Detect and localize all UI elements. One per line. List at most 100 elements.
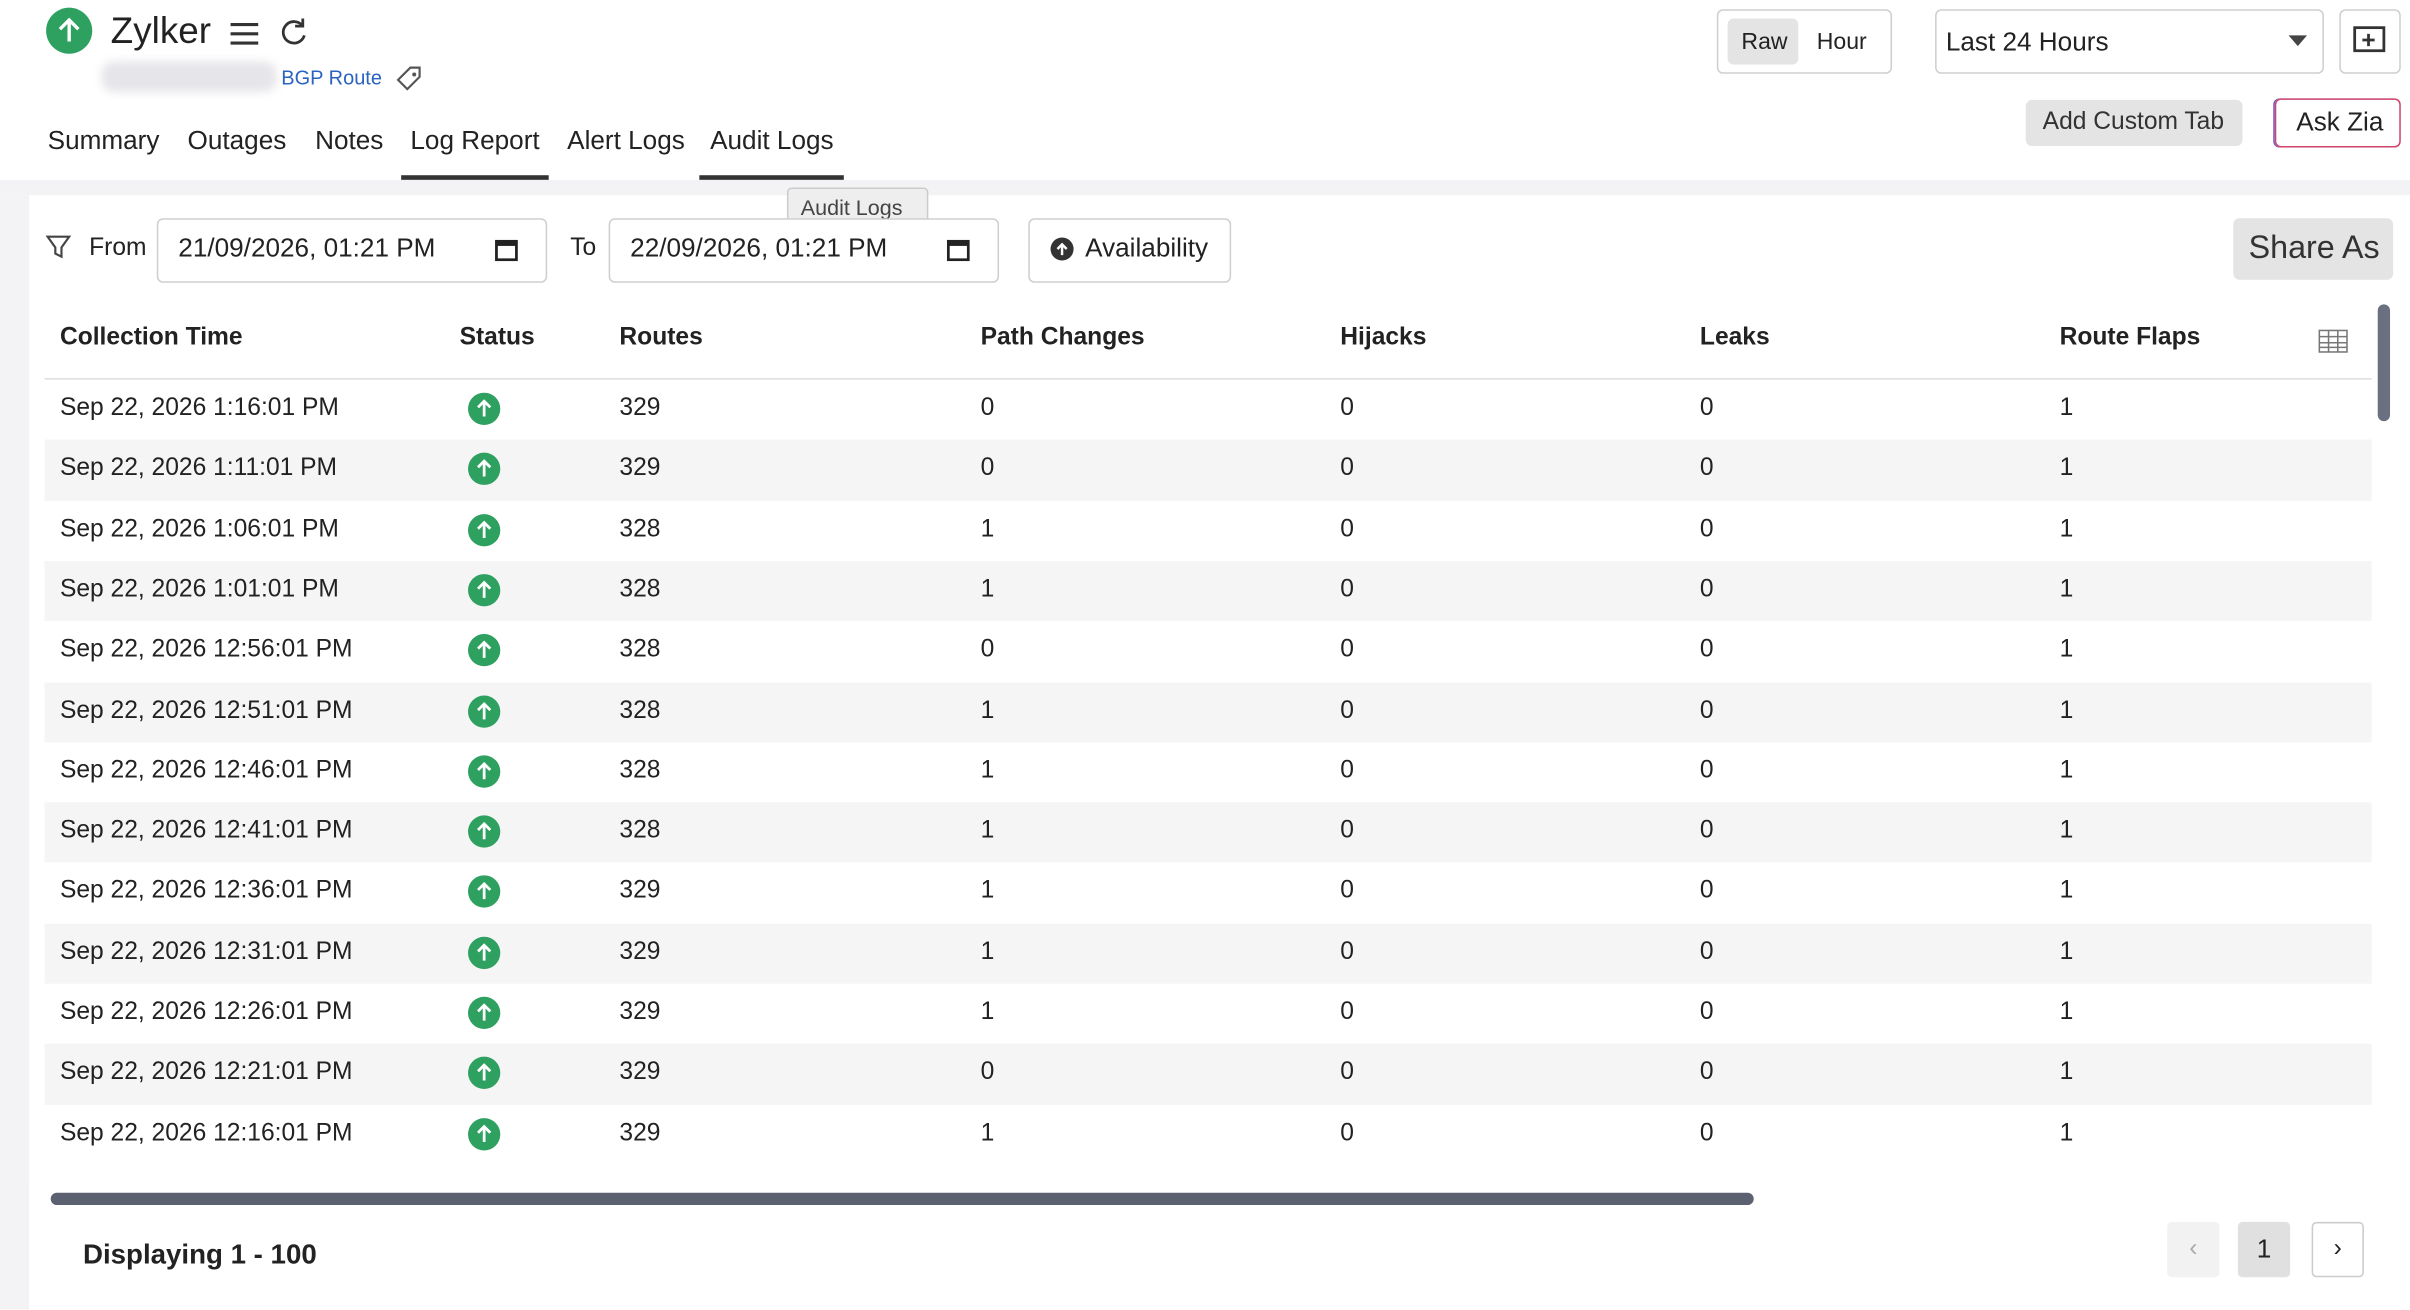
cell: 0	[1699, 817, 1714, 844]
from-input[interactable]	[156, 218, 548, 283]
cell: 1	[2059, 697, 2074, 724]
custom-tab-label: Add Custom Tab	[2042, 109, 2225, 136]
left-gutter	[0, 195, 30, 1310]
cell: 1	[2059, 878, 2074, 905]
cell: 0	[1340, 455, 1354, 482]
cell: 0	[1340, 1119, 1354, 1146]
horizontal-scrollbar[interactable]	[50, 1192, 1754, 1206]
toggle-active	[1727, 18, 1799, 65]
tab[interactable]: Log Report	[410, 126, 540, 156]
cell: 0	[980, 636, 995, 663]
toggle-hour[interactable]: Hour	[1816, 29, 1867, 56]
row-stripe	[44, 440, 2372, 501]
status-up	[468, 694, 501, 728]
from-value: 21/09/2026, 01:21 PM	[178, 233, 436, 263]
tab[interactable]: Notes	[315, 126, 384, 156]
column-header: Hijacks	[1340, 324, 1427, 351]
cell: 328	[619, 817, 661, 844]
status-up	[468, 996, 501, 1030]
cell: Sep 22, 2026 12:41:01 PM	[59, 817, 353, 844]
cell: Sep 22, 2026 1:01:01 PM	[59, 576, 339, 603]
cell: 0	[1340, 878, 1354, 905]
tab[interactable]: Alert Logs	[567, 126, 685, 156]
cell: 328	[619, 576, 661, 603]
status-up	[468, 513, 501, 546]
cell: 0	[1340, 817, 1354, 844]
cell: 0	[1340, 757, 1354, 784]
status-up	[468, 453, 501, 486]
monitor-type: BGP Route	[281, 66, 382, 90]
column-chooser[interactable]	[2318, 329, 2349, 354]
export-button[interactable]	[2339, 9, 2401, 74]
cell: 1	[980, 938, 995, 965]
cell: 1	[980, 817, 995, 844]
cell: 1	[980, 878, 995, 905]
tab-underline	[699, 175, 844, 180]
column-header: Path Changes	[980, 324, 1145, 351]
prev-page[interactable]: ‹	[2167, 1221, 2220, 1278]
cell: Sep 22, 2026 1:11:01 PM	[59, 455, 338, 482]
tab-underline	[401, 175, 549, 180]
menu-icon[interactable]	[227, 18, 261, 49]
tab[interactable]: Audit Logs	[710, 126, 834, 156]
tab[interactable]: Summary	[47, 126, 160, 156]
cell: 0	[1699, 455, 1714, 482]
column-header: Collection Time	[59, 324, 243, 351]
cell: 1	[2059, 395, 2074, 422]
cell: 329	[619, 1059, 661, 1086]
share-button[interactable]	[2233, 218, 2394, 280]
export-icon	[2353, 26, 2386, 53]
cell: 0	[980, 455, 995, 482]
cell: 1	[2059, 576, 2074, 603]
cell: 1	[2059, 455, 2074, 482]
cell: 0	[1699, 576, 1714, 603]
cell: 1	[2059, 817, 2074, 844]
tab[interactable]: Outages	[187, 126, 287, 156]
current-page[interactable]: 1	[2237, 1221, 2291, 1278]
share-label: Share As	[2248, 230, 2380, 266]
ask-zia-button[interactable]	[2274, 98, 2401, 148]
separator	[0, 179, 2410, 196]
cell: 1	[980, 697, 995, 724]
status-up	[468, 634, 501, 667]
footer	[29, 1186, 2410, 1310]
ask-zia-label: Ask Zia	[2296, 107, 2384, 137]
to-value: 22/09/2026, 01:21 PM	[630, 233, 888, 263]
period-select[interactable]	[1935, 9, 2324, 74]
cell: 1	[2059, 757, 2074, 784]
status-up	[468, 815, 501, 848]
cell: 328	[619, 636, 661, 663]
cell: 0	[1699, 757, 1714, 784]
row-stripe	[44, 560, 2372, 622]
cell: Sep 22, 2026 12:16:01 PM	[59, 1119, 353, 1146]
availability-label: Availability	[1085, 233, 1209, 263]
tag-icon[interactable]	[393, 65, 424, 96]
refresh-icon[interactable]	[277, 15, 311, 49]
cell: 0	[1340, 395, 1354, 422]
cell: 1	[980, 999, 995, 1026]
status-up	[468, 755, 501, 788]
column-header: Status	[459, 324, 535, 351]
tooltip-text: Audit Logs	[800, 195, 903, 220]
cell: Sep 22, 2026 12:51:01 PM	[59, 697, 353, 724]
cell: 0	[1699, 515, 1714, 542]
cell: 0	[1340, 636, 1354, 663]
custom-tab-button[interactable]	[2025, 99, 2243, 147]
cell: 0	[1699, 636, 1714, 663]
toggle-raw[interactable]: Raw	[1741, 29, 1788, 56]
cell: 329	[619, 455, 661, 482]
status-up	[468, 1057, 501, 1090]
cell: Sep 22, 2026 12:56:01 PM	[59, 636, 353, 663]
next-page[interactable]: ›	[2311, 1221, 2364, 1278]
filter-icon	[45, 235, 72, 259]
monitor-name: Zylker	[110, 10, 212, 53]
to-input[interactable]	[608, 218, 1000, 283]
cell: Sep 22, 2026 12:21:01 PM	[59, 1059, 353, 1086]
cell: 329	[619, 999, 661, 1026]
calendar-icon	[946, 239, 970, 262]
vertical-scrollbar[interactable]	[2377, 304, 2391, 422]
status-up	[468, 1117, 501, 1150]
column-header: Routes	[619, 324, 703, 351]
